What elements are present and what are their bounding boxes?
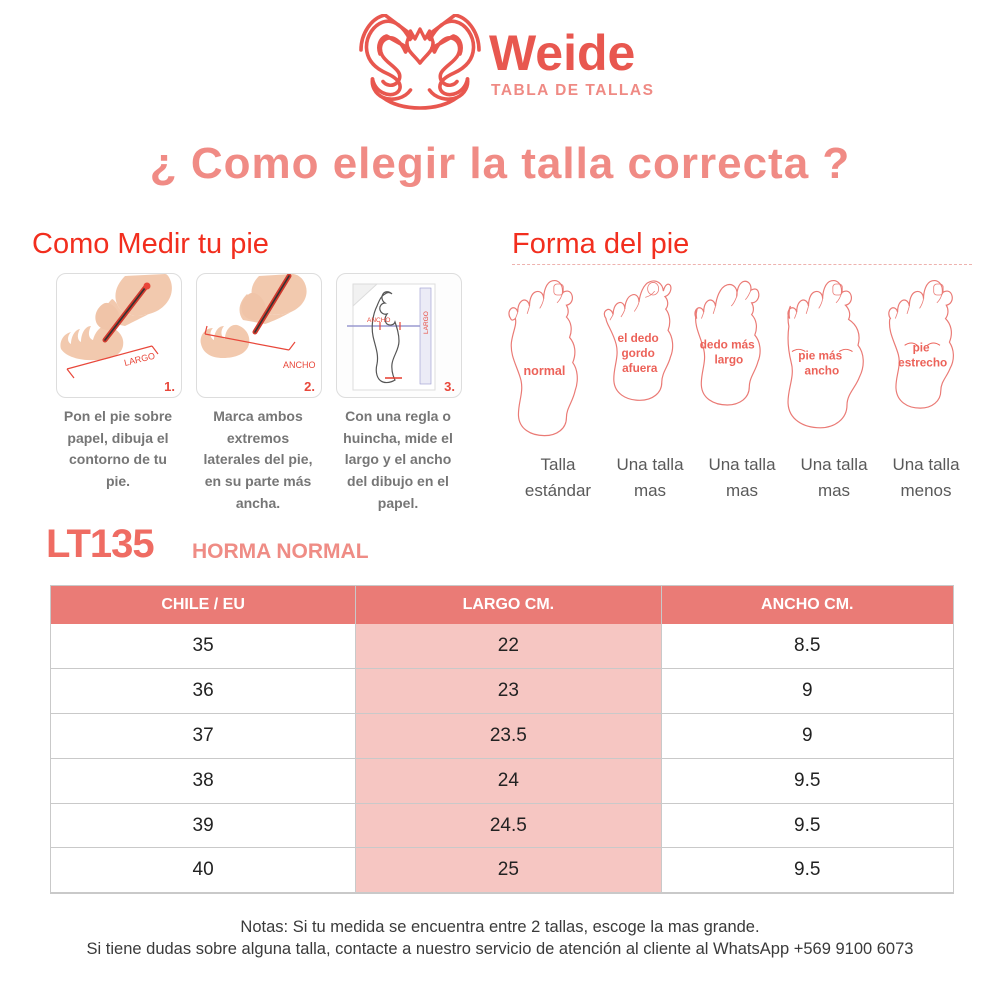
svg-text:el dedo gordo: el dedo gordo afuera [618,332,662,375]
svg-text:ANCHO: ANCHO [367,317,390,324]
svg-text:ANCHO: ANCHO [283,360,316,370]
svg-text:LARGO: LARGO [123,351,156,368]
svg-text:dedo más largo: dedo más largo [700,338,758,366]
svg-text:pie estrecho: pie estrecho [898,342,947,370]
svg-text:normal: normal [523,364,565,378]
svg-text:LARGO: LARGO [423,311,430,334]
svg-text:pie más ancho: pie más ancho [798,349,845,377]
